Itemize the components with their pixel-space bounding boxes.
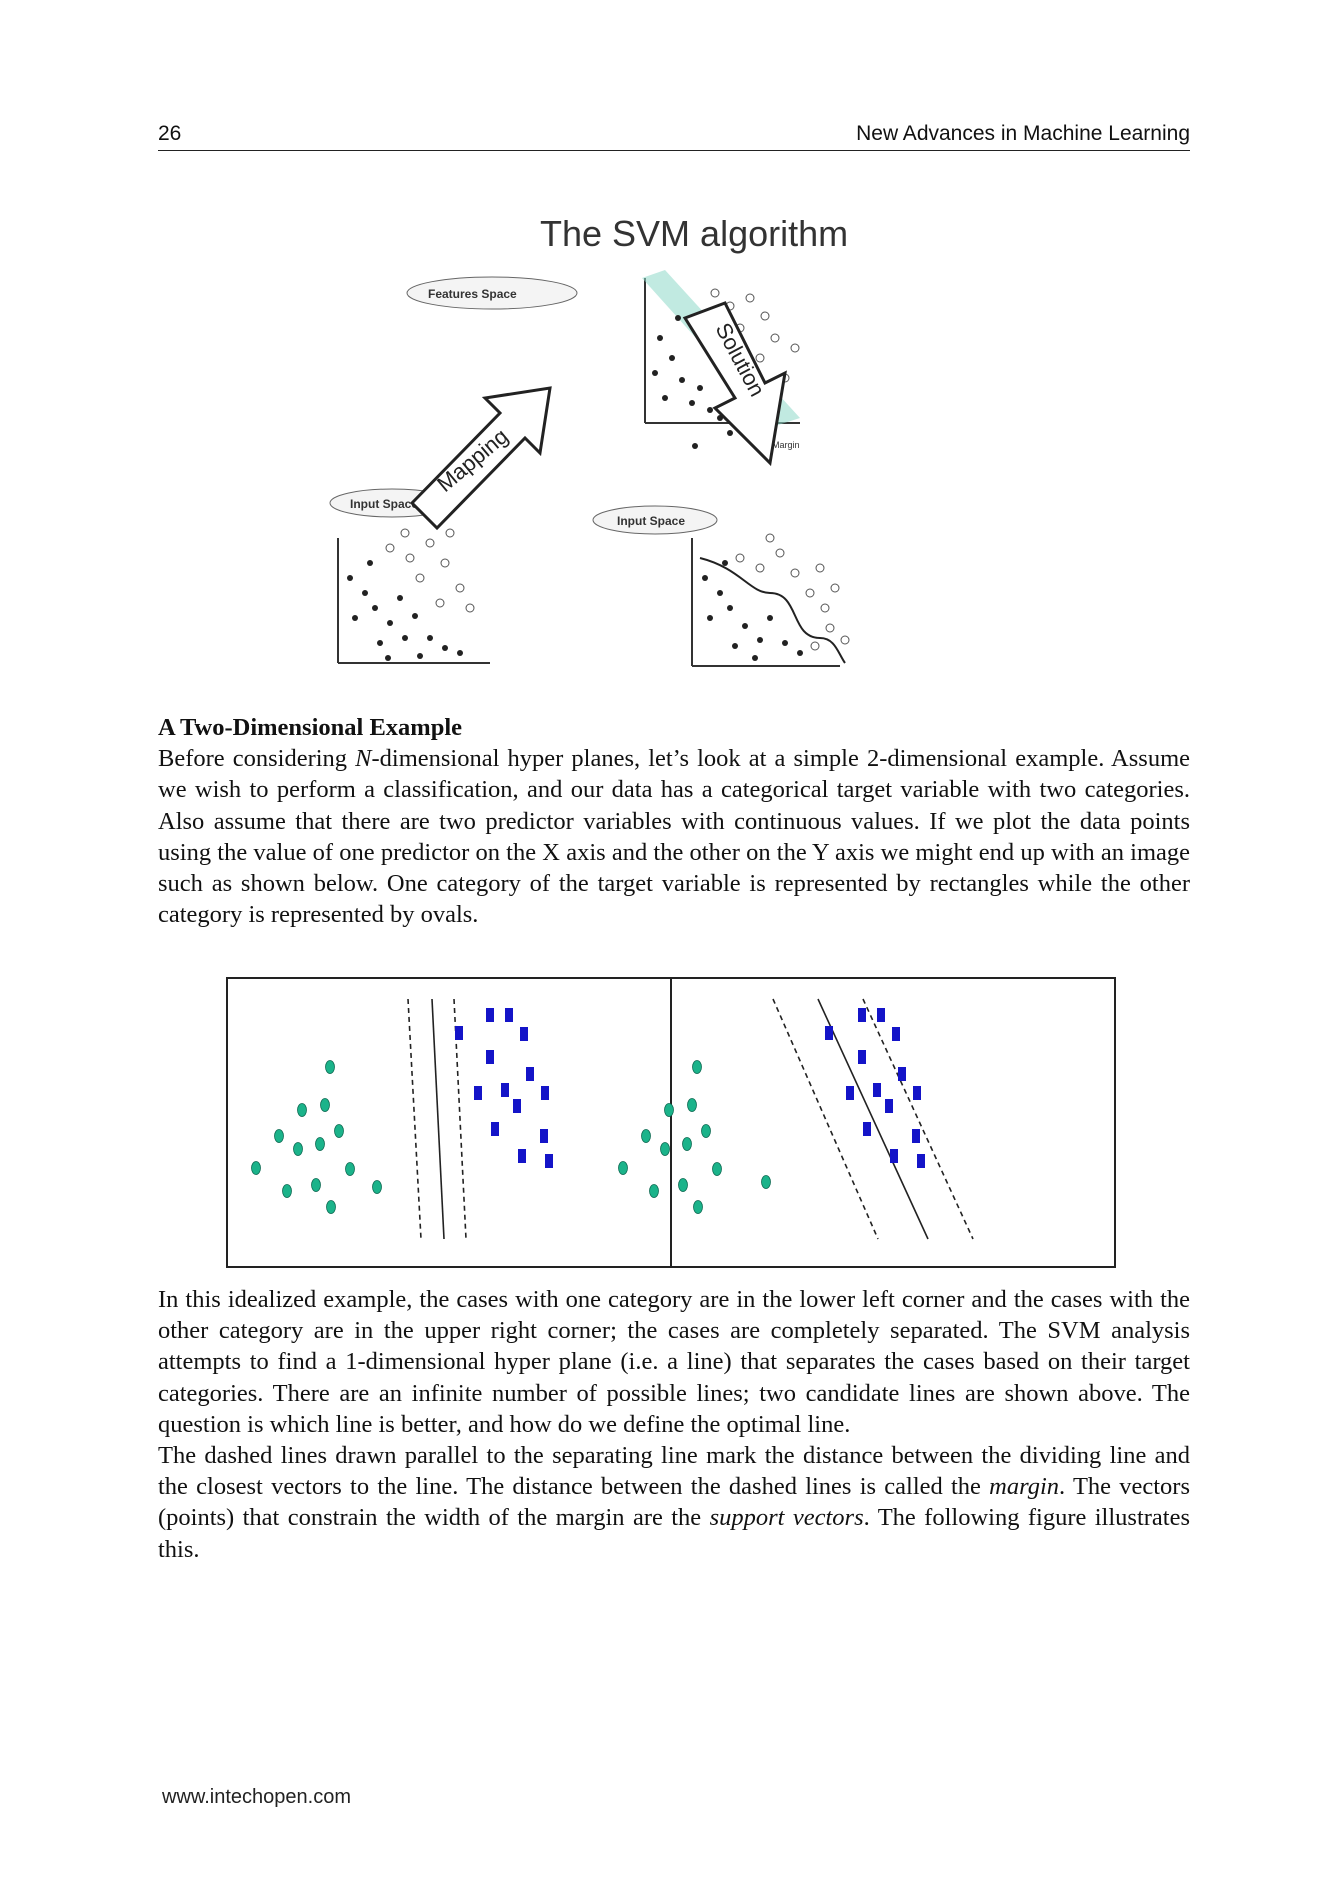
oval-point xyxy=(282,1184,292,1198)
rectangle-point xyxy=(877,1008,885,1022)
oval-point xyxy=(712,1162,722,1176)
input-right-open-points xyxy=(735,533,850,651)
oval-point xyxy=(251,1161,261,1175)
rectangle-point xyxy=(825,1026,833,1040)
left-margin-line-1 xyxy=(407,998,422,1240)
left-separating-line xyxy=(431,998,445,1240)
oval-point xyxy=(678,1178,688,1192)
rectangle-point xyxy=(885,1099,893,1113)
rectangle-point xyxy=(455,1026,463,1040)
rectangle-point xyxy=(545,1154,553,1168)
rectangle-point xyxy=(486,1008,494,1022)
rectangle-point xyxy=(474,1086,482,1100)
rectangle-point xyxy=(501,1083,509,1097)
solution-arrow: Solution xyxy=(682,301,787,467)
right-panel xyxy=(618,998,974,1240)
oval-point xyxy=(761,1175,771,1189)
rectangle-point xyxy=(513,1099,521,1113)
rectangle-point xyxy=(518,1149,526,1163)
oval-point xyxy=(325,1060,335,1074)
oval-point xyxy=(297,1103,307,1117)
input-left-dots xyxy=(347,560,463,661)
rectangle-point xyxy=(858,1050,866,1064)
oval-point xyxy=(692,1060,702,1074)
oval-point xyxy=(274,1129,284,1143)
rectangle-point xyxy=(917,1154,925,1168)
rectangle-point xyxy=(913,1086,921,1100)
rectangle-point xyxy=(505,1008,513,1022)
paragraph-3: The dashed lines drawn parallel to the s… xyxy=(158,1442,1191,1563)
mapping-arrow: Mapping xyxy=(409,386,552,531)
rectangle-point xyxy=(912,1129,920,1143)
oval-point xyxy=(345,1162,355,1176)
decision-boundary-curve xyxy=(699,557,846,664)
right-margin-line-1 xyxy=(772,998,879,1240)
features-space-bubble xyxy=(406,276,578,310)
oval-point xyxy=(701,1124,711,1138)
input-right-dots xyxy=(702,560,803,661)
rectangle-point xyxy=(491,1122,499,1136)
oval-point xyxy=(693,1200,703,1214)
oval-point xyxy=(372,1180,382,1194)
oval-point xyxy=(326,1200,336,1214)
rectangle-point xyxy=(540,1129,548,1143)
right-margin-line-2 xyxy=(862,998,974,1240)
oval-point xyxy=(315,1137,325,1151)
page-number: 26 xyxy=(158,122,182,145)
page-header: 26 New Advances in Machine Learning xyxy=(158,118,1190,151)
figure1-title: The SVM algorithm xyxy=(540,213,848,254)
rectangle-point xyxy=(541,1086,549,1100)
oval-point xyxy=(320,1098,330,1112)
rectangle-point xyxy=(873,1083,881,1097)
right-rectangles xyxy=(825,1008,925,1168)
running-title: New Advances in Machine Learning xyxy=(856,122,1190,145)
rectangle-point xyxy=(858,1008,866,1022)
oval-point xyxy=(660,1142,670,1156)
oval-point xyxy=(682,1137,692,1151)
left-rectangles xyxy=(455,1008,553,1168)
oval-point xyxy=(687,1098,697,1112)
oval-point xyxy=(334,1124,344,1138)
input-space-left-label: Input Space xyxy=(350,497,418,511)
left-ovals xyxy=(251,1060,382,1214)
separating-lines-figure xyxy=(226,977,1116,1268)
paragraph-1: Before considering N-dimensional hyper p… xyxy=(158,745,1190,929)
features-space-label: Features Space xyxy=(428,287,517,301)
rectangle-point xyxy=(846,1086,854,1100)
section-text: A Two-Dimensional Example Before conside… xyxy=(158,712,1190,930)
oval-point xyxy=(641,1129,651,1143)
right-separating-line xyxy=(817,998,929,1240)
left-panel xyxy=(251,998,553,1240)
rectangle-point xyxy=(863,1122,871,1136)
rectangle-point xyxy=(898,1067,906,1081)
rectangle-point xyxy=(890,1149,898,1163)
oval-point xyxy=(618,1161,628,1175)
footer-url: www.intechopen.com xyxy=(162,1786,351,1808)
rectangle-point xyxy=(520,1027,528,1041)
right-ovals xyxy=(618,1060,771,1214)
rectangle-point xyxy=(892,1027,900,1041)
rectangle-point xyxy=(486,1050,494,1064)
paragraph-2: In this idealized example, the cases wit… xyxy=(158,1286,1190,1438)
margin-label: Margin xyxy=(772,440,800,450)
oval-point xyxy=(649,1184,659,1198)
oval-point xyxy=(664,1103,674,1117)
rectangle-point xyxy=(526,1067,534,1081)
input-space-right-bubble xyxy=(592,505,718,535)
section-heading: A Two-Dimensional Example xyxy=(158,714,463,741)
input-left-open-points xyxy=(385,528,475,613)
input-space-right-label: Input Space xyxy=(617,514,685,528)
section-text-2: In this idealized example, the cases wit… xyxy=(158,1284,1190,1565)
svm-algorithm-figure: The SVM algorithm Features Space Margin … xyxy=(329,213,850,667)
oval-point xyxy=(293,1142,303,1156)
oval-point xyxy=(311,1178,321,1192)
